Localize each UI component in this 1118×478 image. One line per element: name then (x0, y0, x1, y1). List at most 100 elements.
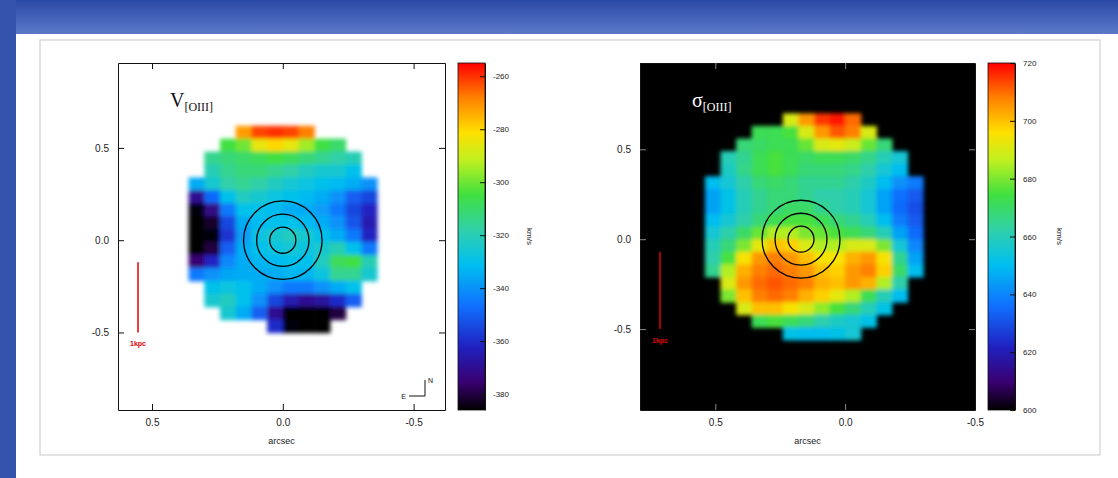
map-cell (798, 151, 814, 164)
y-axis: 0.50.0-0.5 (92, 64, 124, 411)
map-cell (892, 189, 908, 202)
y-axis-right-tick (969, 239, 975, 240)
map-cell (721, 164, 737, 177)
map-cell (752, 176, 768, 189)
map-cell (752, 214, 768, 227)
map-cell (251, 229, 267, 243)
map-cell (251, 165, 267, 179)
map-cell (705, 227, 721, 240)
colorbar-axis-tick: 620 (1010, 348, 1037, 357)
map-cell (721, 189, 737, 202)
map-cell (861, 227, 877, 240)
map-cell (736, 290, 752, 303)
map-cell (783, 164, 799, 177)
y-axis-tick: 0.0 (617, 234, 646, 245)
map-cell (876, 214, 892, 227)
map-cell (892, 151, 908, 164)
map-cell (907, 252, 923, 265)
y-axis-tick-mark (118, 240, 124, 241)
x-axis-tick: 0.5 (709, 404, 723, 428)
x-axis-tick-label: 0.5 (709, 417, 723, 428)
x-axis-tick: 0.0 (839, 404, 853, 428)
map-cell (267, 165, 283, 179)
y-axis-right-tick-mark (969, 149, 975, 150)
x-axis-tick-label: 0.0 (839, 417, 853, 428)
y-axis-tick-mark (640, 239, 646, 240)
colorbar-axis-tick-label: -300 (493, 178, 510, 187)
x-axis-top-tick (414, 63, 415, 69)
colorbar-axis-tick-label: -320 (493, 231, 510, 240)
map-cell (767, 126, 783, 139)
colorbar-axis-tick-label: 600 (1023, 406, 1037, 415)
map-cell (767, 277, 783, 290)
map-cell (314, 152, 330, 166)
panel-title: σ[OIII] (692, 89, 731, 114)
colorbar-axis-tick: -280 (480, 125, 510, 134)
colorbar-axis-tick: 660 (1010, 233, 1037, 242)
map-cell (283, 320, 299, 334)
map-cell (346, 281, 362, 295)
plot-area (660, 113, 924, 340)
x-axis-top-tick-mark (715, 63, 716, 69)
x-axis-top-tick (283, 63, 284, 69)
y-axis-tick-label: -0.5 (92, 327, 110, 338)
colorbar-axis-tick: 600 (1010, 406, 1037, 415)
map-cell (752, 315, 768, 328)
map-cell (861, 214, 877, 227)
compass-north-label: N (428, 377, 433, 384)
colorbar-axis-tick-mark (1010, 237, 1015, 238)
map-cell (236, 294, 252, 308)
map-cell (721, 277, 737, 290)
x-axis-title: arcsec (794, 436, 821, 446)
map-cell (236, 126, 252, 140)
map-cell (814, 277, 830, 290)
map-cell (736, 277, 752, 290)
map-cell (892, 239, 908, 252)
map-cell (892, 252, 908, 265)
map-cell (736, 214, 752, 227)
map-cell (798, 164, 814, 177)
map-cell (283, 152, 299, 166)
map-cell (283, 229, 299, 243)
x-axis-top (119, 63, 446, 69)
map-cell (830, 264, 846, 277)
x-axis-top-line (119, 63, 446, 64)
map-cell (220, 242, 236, 256)
map-cell (299, 165, 315, 179)
map-cell (251, 190, 267, 204)
map-cell (752, 277, 768, 290)
map-cell (892, 264, 908, 277)
map-cell (361, 268, 377, 282)
map-cell (721, 151, 737, 164)
colorbar-axis-tick-mark (480, 341, 485, 342)
compass-east (409, 396, 425, 397)
map-cell (736, 264, 752, 277)
map-cell (361, 177, 377, 191)
map-cell (783, 151, 799, 164)
y-axis-tick-label: 0.0 (617, 234, 631, 245)
y-axis-right-tick-mark (439, 148, 445, 149)
map-cell (783, 277, 799, 290)
map-cell (330, 242, 346, 256)
map-cell (251, 294, 267, 308)
map-cell (736, 139, 752, 152)
map-cell (845, 302, 861, 315)
colorbar-axis-tick-label: -340 (493, 284, 510, 293)
map-cell (798, 290, 814, 303)
y-axis-right-tick (969, 149, 975, 150)
colorbar-axis-tick-mark (1010, 410, 1015, 411)
colorbar-axis: -260-280-300-320-340-360-380 (480, 64, 510, 411)
map-cell (845, 277, 861, 290)
map-cell (861, 189, 877, 202)
map-cell (283, 139, 299, 153)
map-cell (767, 176, 783, 189)
map-cell (251, 152, 267, 166)
map-cell (767, 264, 783, 277)
map-cell (236, 152, 252, 166)
map-cell (346, 229, 362, 243)
map-cell (830, 227, 846, 240)
map-cell (251, 177, 267, 191)
map-cell (845, 214, 861, 227)
x-axis-tick-label: -0.5 (405, 417, 423, 428)
map-cell (736, 176, 752, 189)
